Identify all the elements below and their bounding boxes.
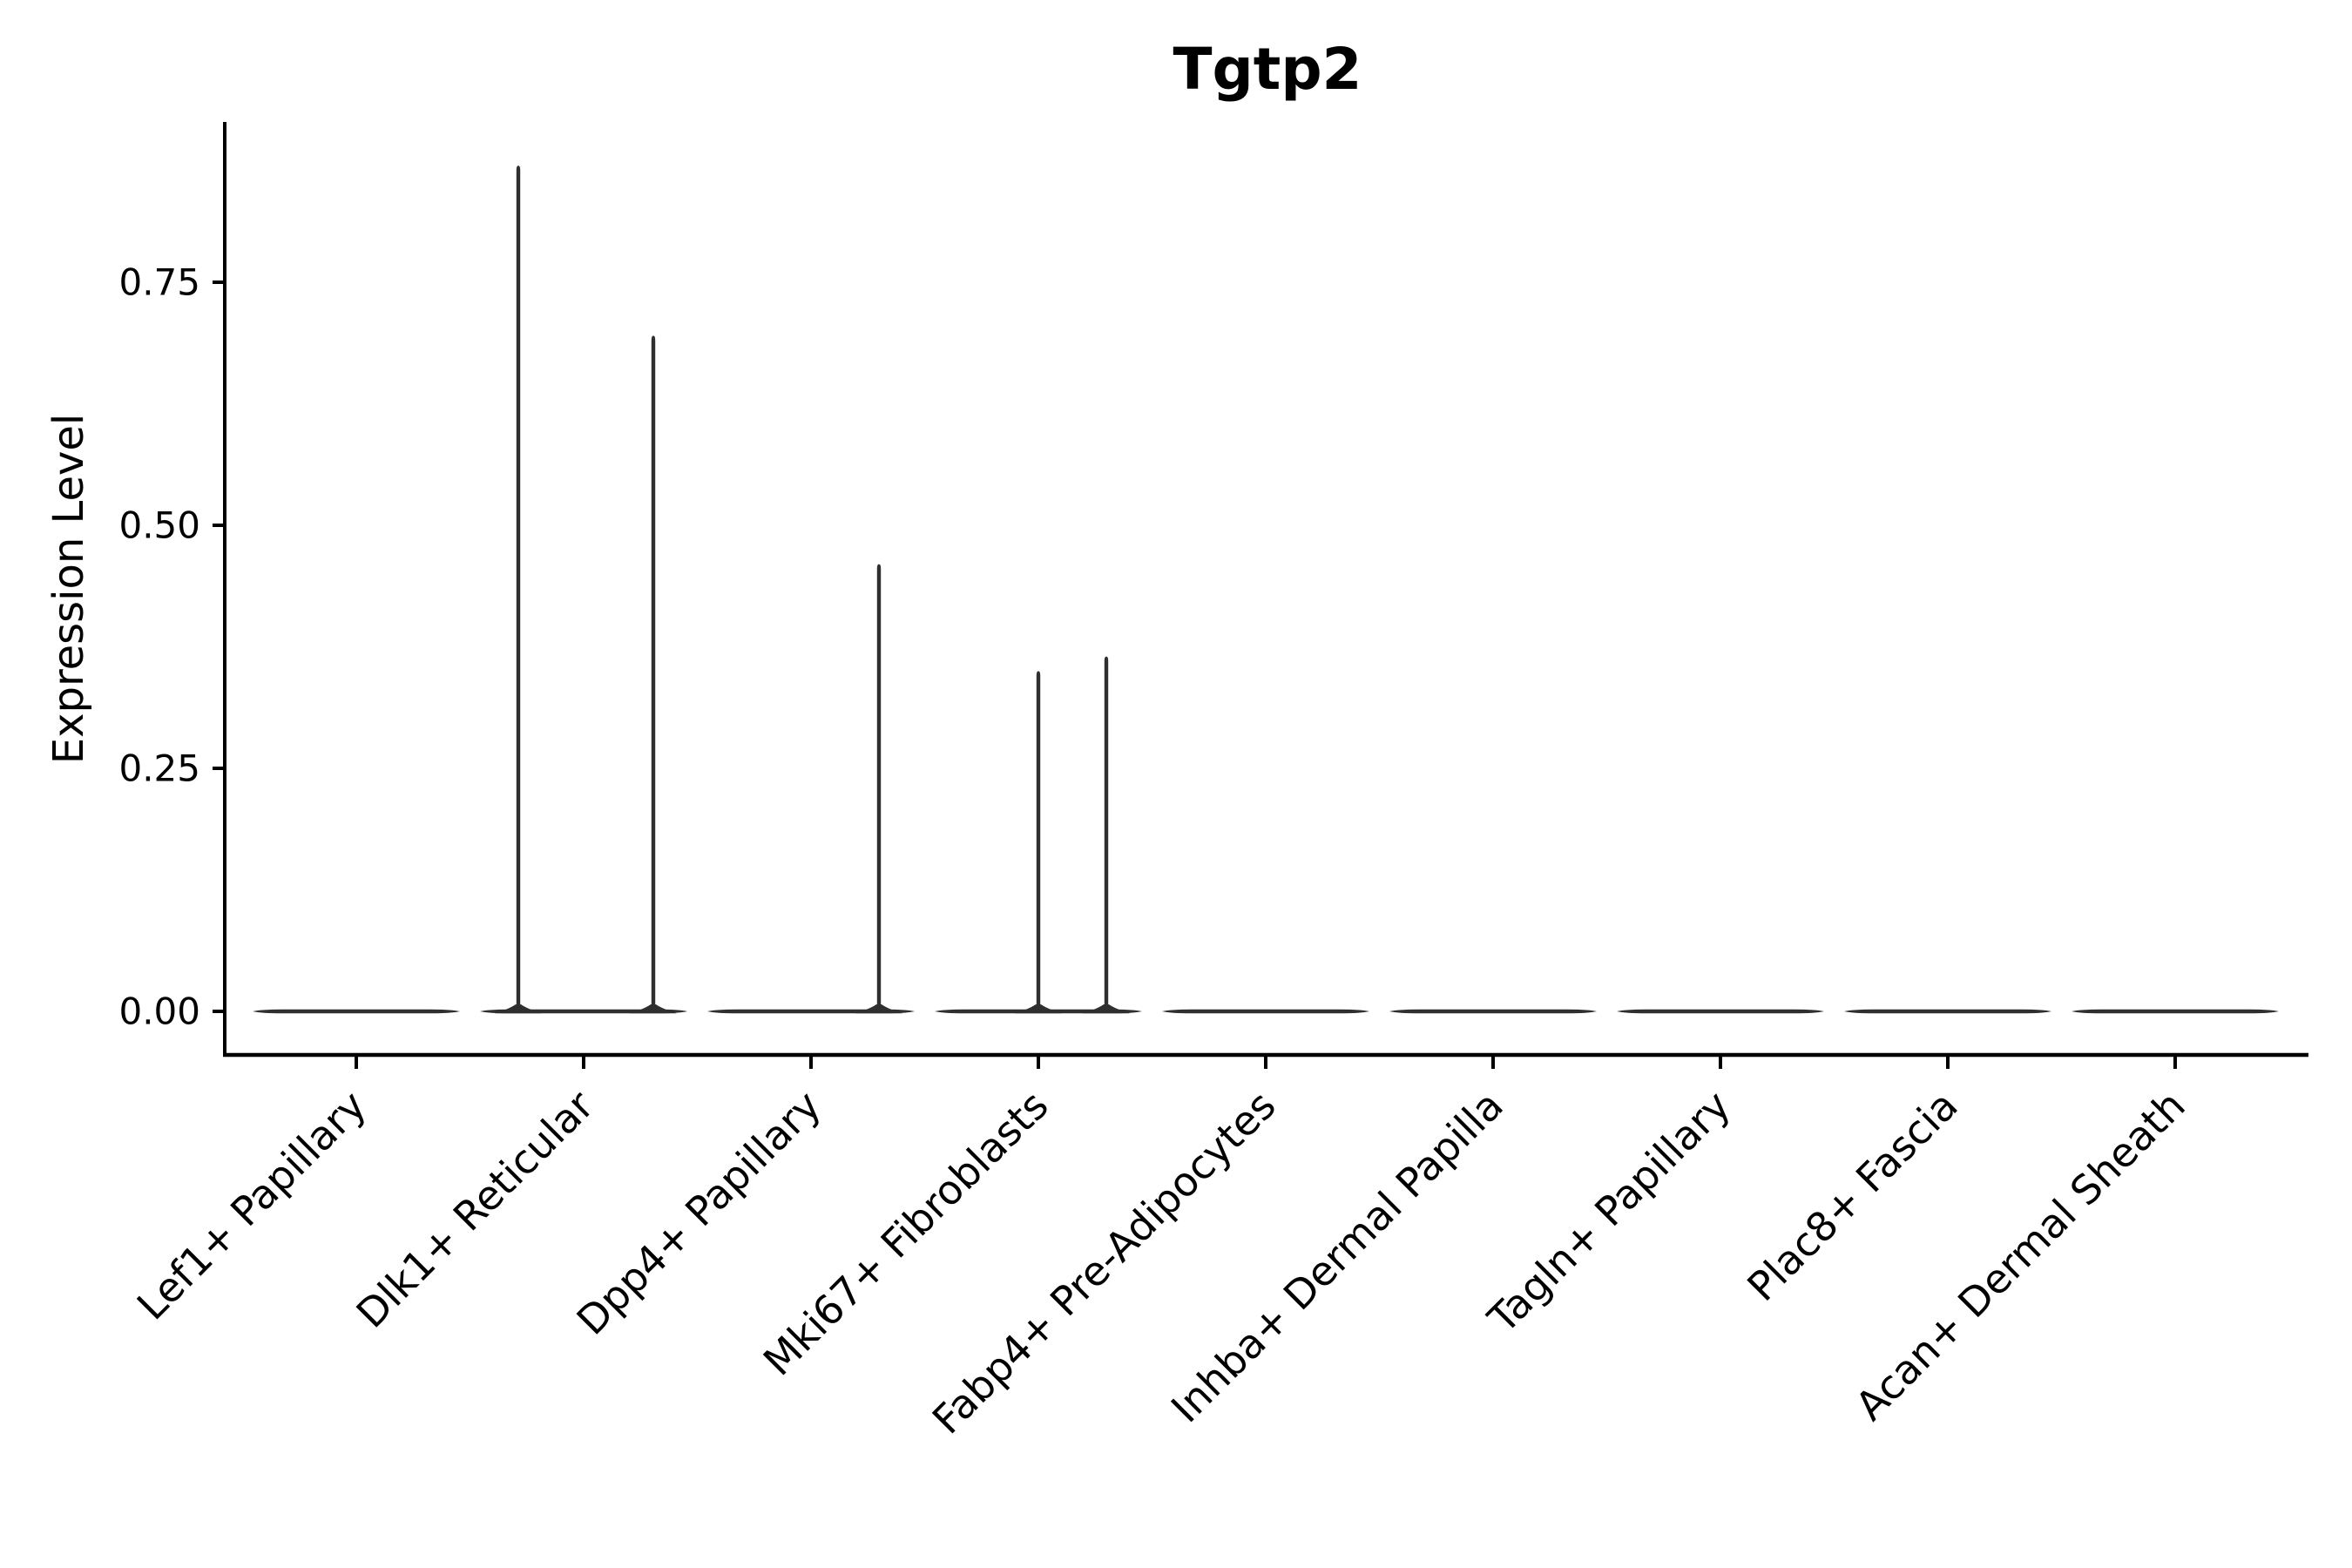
violin-spike (651, 335, 656, 1011)
y-tick-label: 0.50 (118, 504, 200, 547)
x-tick-label: Plac8+ Fascia (1738, 1082, 1966, 1310)
violin-base (2072, 1009, 2279, 1014)
y-tick-label: 0.75 (118, 261, 200, 304)
violin-1 (253, 1009, 460, 1014)
violin-7 (1617, 1009, 1824, 1014)
violin-base (1844, 1009, 2051, 1014)
x-tick-label: Tagln+ Papillary (1478, 1082, 1740, 1343)
violin-8 (1844, 1009, 2051, 1014)
y-axis-title: Expression Level (44, 414, 93, 765)
y-tick-label: 0.25 (118, 747, 200, 790)
violin-4 (935, 656, 1142, 1014)
violin-5 (1162, 1009, 1369, 1014)
violin-2 (480, 166, 687, 1014)
violin-base (253, 1009, 460, 1014)
violin-6 (1389, 1009, 1597, 1014)
violin-spike (876, 564, 882, 1011)
y-tick-label: 0.00 (118, 990, 200, 1033)
violin-spike (516, 166, 521, 1011)
violin-spike (1036, 671, 1041, 1011)
violin-3 (707, 564, 915, 1014)
violin-base (1162, 1009, 1369, 1014)
x-tick-label: Dlk1+ Reticular (348, 1082, 603, 1337)
violin-base (1617, 1009, 1824, 1014)
violin-spike (1104, 656, 1109, 1011)
x-tick-label: Lef1+ Papillary (128, 1082, 375, 1329)
x-tick-label: Dpp4+ Papillary (568, 1082, 830, 1344)
violin-9 (2072, 1009, 2279, 1014)
violins-layer (253, 166, 2279, 1014)
violin-base (1389, 1009, 1597, 1014)
chart-title: Tgtp2 (1173, 36, 1362, 103)
